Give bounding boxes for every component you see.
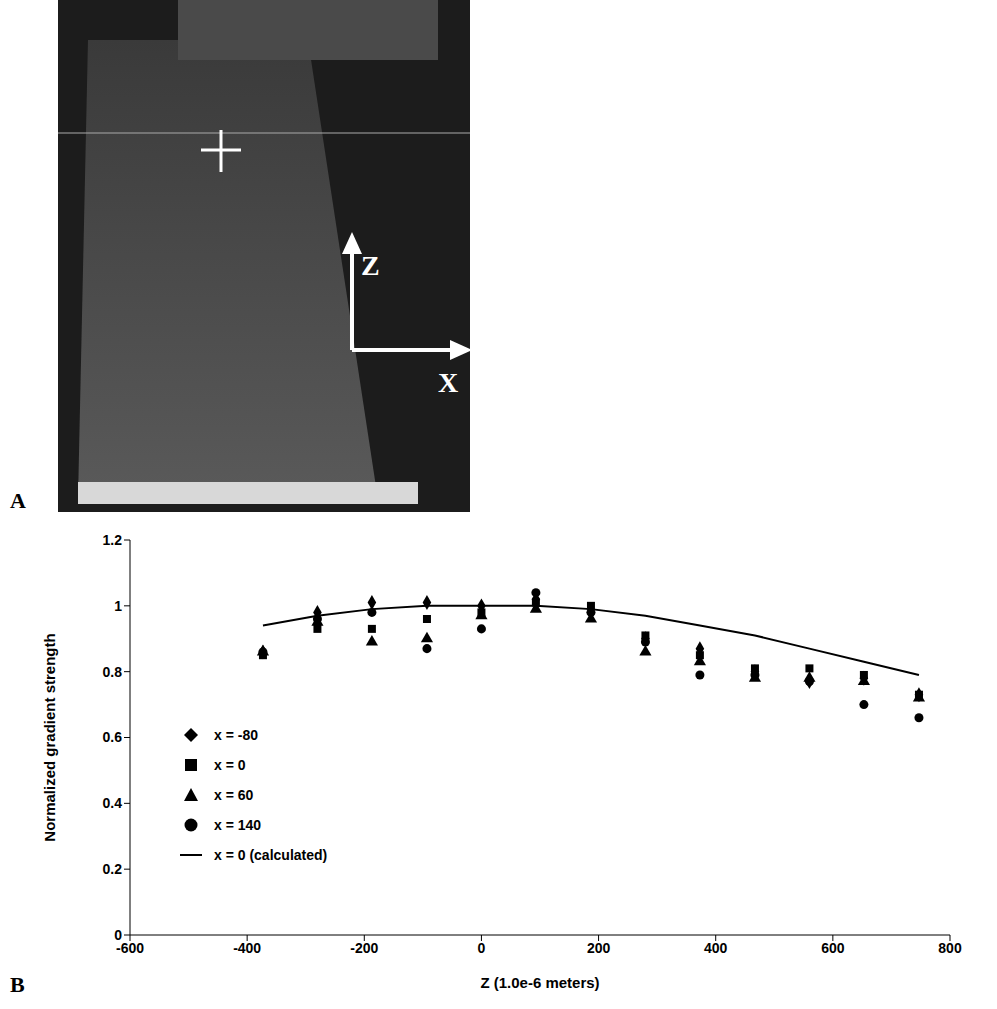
svg-text:400: 400 bbox=[704, 940, 728, 956]
svg-text:Z (1.0e-6 meters): Z (1.0e-6 meters) bbox=[480, 974, 599, 991]
html-text:B: B bbox=[10, 972, 25, 997]
svg-text:1: 1 bbox=[114, 598, 122, 614]
svg-text:-400: -400 bbox=[233, 940, 261, 956]
html-text:A: A bbox=[10, 488, 26, 513]
svg-text:0: 0 bbox=[478, 940, 486, 956]
html-text:x = 60: x = 60 bbox=[214, 787, 254, 803]
svg-text:0.4: 0.4 bbox=[103, 795, 123, 811]
svg-text:1.2: 1.2 bbox=[103, 532, 123, 548]
html-text:x = 0 (calculated): x = 0 (calculated) bbox=[214, 847, 328, 863]
svg-text:0.8: 0.8 bbox=[103, 664, 123, 680]
svg-text:-600: -600 bbox=[116, 939, 144, 956]
svg-text:0.6: 0.6 bbox=[103, 729, 123, 745]
svg-text:Normalized gradient strength: Normalized gradient strength bbox=[41, 633, 58, 841]
svg-text:-200: -200 bbox=[350, 940, 378, 956]
html-text:x = -80: x = -80 bbox=[214, 727, 258, 743]
svg-text:0: 0 bbox=[114, 927, 122, 943]
svg-text:800: 800 bbox=[938, 940, 962, 956]
svg-text:600: 600 bbox=[821, 940, 845, 956]
svg-text:Z: Z bbox=[361, 250, 380, 281]
svg-text:0.2: 0.2 bbox=[103, 861, 123, 877]
html-text:x = 0: x = 0 bbox=[214, 757, 246, 773]
svg-text:X: X bbox=[438, 367, 458, 398]
svg-text:200: 200 bbox=[587, 940, 611, 956]
html-text:x = 140: x = 140 bbox=[214, 817, 262, 833]
